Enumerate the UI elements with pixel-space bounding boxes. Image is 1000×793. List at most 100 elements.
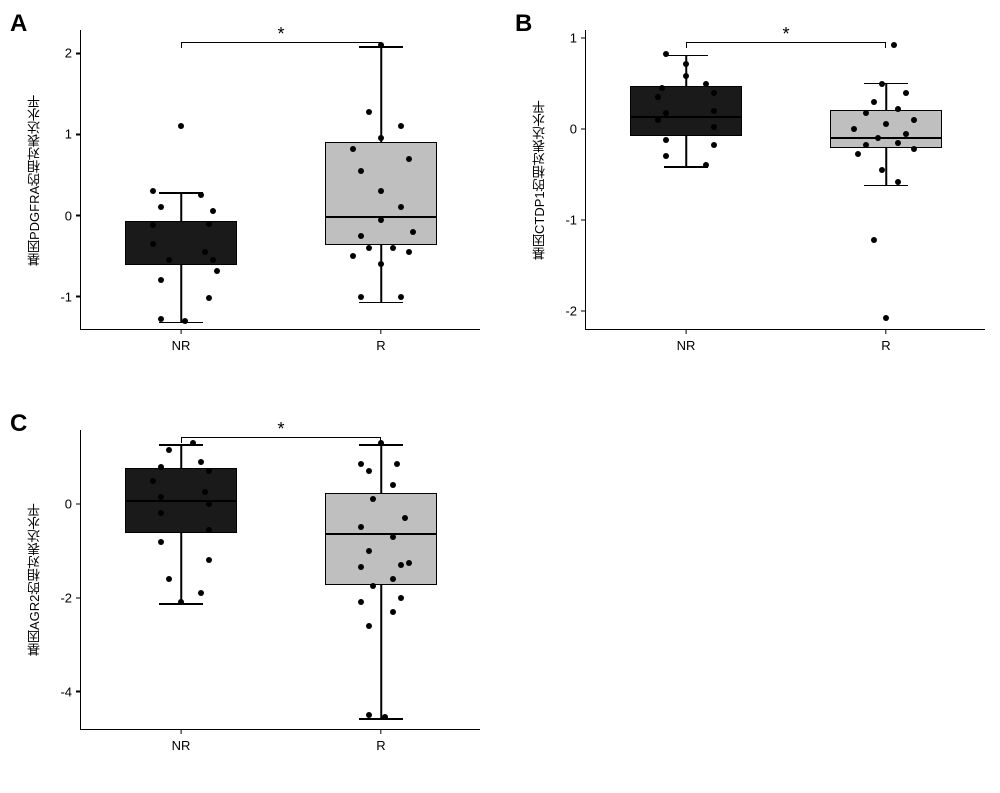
panel-B: B-2-101NRR*基因CTDP1的相对表达水平 bbox=[515, 10, 985, 360]
y-tick: 2 bbox=[52, 46, 81, 61]
upper-whisker bbox=[685, 55, 687, 87]
significance-star: * bbox=[277, 419, 284, 440]
upper-whisker bbox=[180, 444, 182, 468]
data-point bbox=[378, 188, 384, 194]
data-point bbox=[378, 135, 384, 141]
whisker-cap bbox=[864, 83, 909, 85]
x-tick: NR bbox=[172, 329, 191, 353]
data-point bbox=[883, 121, 889, 127]
data-point bbox=[378, 217, 384, 223]
x-tick-label: NR bbox=[172, 738, 191, 753]
y-tick-mark bbox=[76, 691, 81, 693]
data-point bbox=[358, 599, 364, 605]
boxplot-R bbox=[830, 30, 942, 330]
boxplot-NR bbox=[125, 30, 237, 330]
data-point bbox=[390, 482, 396, 488]
plot-area: -1012NRR* bbox=[80, 30, 480, 330]
data-point bbox=[370, 583, 376, 589]
median-line bbox=[830, 137, 942, 139]
y-tick-label: -4 bbox=[52, 684, 72, 699]
y-tick-label: 0 bbox=[52, 497, 72, 512]
whisker-cap bbox=[864, 185, 909, 187]
data-point bbox=[398, 204, 404, 210]
significance-star: * bbox=[782, 24, 789, 45]
data-point bbox=[390, 609, 396, 615]
data-point bbox=[150, 241, 156, 247]
data-point bbox=[358, 524, 364, 530]
plot-area: -4-20NRR* bbox=[80, 430, 480, 730]
data-point bbox=[895, 140, 901, 146]
plot-area: -2-101NRR* bbox=[585, 30, 985, 330]
y-tick: -4 bbox=[52, 684, 81, 699]
data-point bbox=[855, 151, 861, 157]
median-line bbox=[125, 264, 237, 266]
data-point bbox=[358, 233, 364, 239]
data-point bbox=[206, 468, 212, 474]
data-point bbox=[206, 527, 212, 533]
y-tick-mark bbox=[581, 37, 586, 39]
y-tick-label: -2 bbox=[557, 303, 577, 318]
whisker-cap bbox=[159, 444, 204, 446]
y-tick-label: 1 bbox=[557, 31, 577, 46]
data-point bbox=[350, 253, 356, 259]
box bbox=[830, 110, 942, 148]
y-tick: 1 bbox=[52, 127, 81, 142]
y-tick-mark bbox=[76, 597, 81, 599]
data-point bbox=[366, 245, 372, 251]
data-point bbox=[711, 108, 717, 114]
lower-whisker bbox=[380, 585, 382, 719]
lower-whisker bbox=[885, 148, 887, 184]
data-point bbox=[366, 623, 372, 629]
data-point bbox=[158, 539, 164, 545]
data-point bbox=[198, 590, 204, 596]
data-point bbox=[659, 85, 665, 91]
box bbox=[325, 493, 437, 584]
data-point bbox=[895, 106, 901, 112]
x-tick-label: NR bbox=[677, 338, 696, 353]
data-point bbox=[382, 714, 388, 720]
whisker-cap bbox=[664, 55, 709, 57]
lower-whisker bbox=[380, 245, 382, 302]
data-point bbox=[879, 167, 885, 173]
y-tick: -1 bbox=[52, 289, 81, 304]
data-point bbox=[366, 109, 372, 115]
data-point bbox=[895, 179, 901, 185]
data-point bbox=[883, 315, 889, 321]
data-point bbox=[406, 560, 412, 566]
data-point bbox=[166, 447, 172, 453]
x-tick-label: R bbox=[881, 338, 890, 353]
data-point bbox=[150, 222, 156, 228]
data-point bbox=[406, 249, 412, 255]
data-point bbox=[863, 110, 869, 116]
data-point bbox=[198, 192, 204, 198]
data-point bbox=[398, 123, 404, 129]
data-point bbox=[911, 146, 917, 152]
data-point bbox=[663, 137, 669, 143]
y-tick-mark bbox=[581, 128, 586, 130]
data-point bbox=[210, 208, 216, 214]
boxplot-R bbox=[325, 30, 437, 330]
data-point bbox=[390, 245, 396, 251]
data-point bbox=[158, 277, 164, 283]
data-point bbox=[202, 249, 208, 255]
data-point bbox=[158, 204, 164, 210]
upper-whisker bbox=[885, 83, 887, 110]
data-point bbox=[663, 51, 669, 57]
data-point bbox=[206, 295, 212, 301]
y-tick-mark bbox=[76, 215, 81, 217]
y-tick-label: 0 bbox=[52, 208, 72, 223]
data-point bbox=[703, 81, 709, 87]
data-point bbox=[366, 712, 372, 718]
y-axis-label: 基因PDGFRA的相对表达水平 bbox=[25, 30, 44, 330]
y-tick-label: 0 bbox=[557, 122, 577, 137]
x-tick: R bbox=[376, 329, 385, 353]
upper-whisker bbox=[180, 192, 182, 220]
data-point bbox=[210, 257, 216, 263]
data-point bbox=[663, 153, 669, 159]
significance-star: * bbox=[277, 24, 284, 45]
data-point bbox=[178, 599, 184, 605]
data-point bbox=[398, 562, 404, 568]
data-point bbox=[851, 126, 857, 132]
data-point bbox=[378, 261, 384, 267]
data-point bbox=[394, 461, 400, 467]
